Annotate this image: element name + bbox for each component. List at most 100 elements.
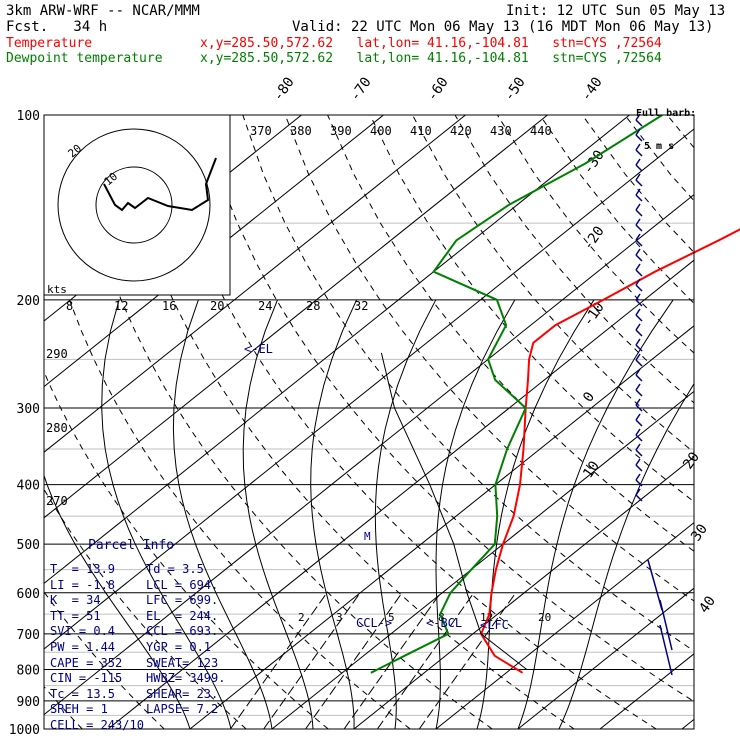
init-time: Init: 12 UTC Sun 05 May 13 <box>506 3 726 19</box>
wind-barb-shaft <box>635 419 643 427</box>
parcel-info-row: T = 13.9 Td = 3.5 <box>50 562 240 576</box>
wind-barb-shaft <box>635 389 643 397</box>
theta-label-410: 410 <box>410 124 432 138</box>
dry-adiabat <box>157 115 657 729</box>
wind-barb-shaft <box>635 329 643 337</box>
speed-scale-label-24: 24 <box>258 299 272 313</box>
wind-barb-shaft <box>635 449 643 457</box>
speed-scale-label-12: 12 <box>114 299 128 313</box>
dry-adiabat <box>327 115 694 552</box>
isotherm <box>44 115 466 453</box>
theta-label-390: 390 <box>330 124 352 138</box>
parcel-info-title: Parcel Info <box>88 538 175 553</box>
wind-barb-flag <box>635 338 641 346</box>
theta-label-430: 430 <box>490 124 512 138</box>
wind-barb-shaft <box>635 479 643 487</box>
wind-barb-flag <box>635 488 641 496</box>
wind-barb-shaft <box>635 254 643 262</box>
theta-left-label-270: 270 <box>46 494 68 508</box>
parcel-info-right: LCL = 694. <box>146 577 219 592</box>
ccl-label: CCL-> <box>356 616 392 630</box>
pressure-label-800: 800 <box>17 663 40 678</box>
wind-barb-shaft <box>635 314 643 322</box>
wind-barb-shaft <box>635 359 643 367</box>
isotherm-label-10: 10 <box>580 458 603 481</box>
parcel-info-row: CAPE = 352 SWEAT= 123 <box>50 656 240 670</box>
theta-left-label-290: 290 <box>46 347 68 361</box>
wind-barb-flag <box>635 398 641 406</box>
wind-barb-shaft <box>635 194 643 202</box>
wind-barb-flag <box>635 323 641 331</box>
pressure-label-500: 500 <box>17 538 40 553</box>
valid-time: Valid: 22 UTC Mon 06 May 13 (16 MDT Mon … <box>292 19 714 35</box>
dewpoint-legend: Dewpoint temperature <box>6 51 163 66</box>
dry-adiabat <box>199 115 694 703</box>
mixing-ratio-label-2: 2 <box>298 611 305 624</box>
parcel-info-left: SVI = 0.4 <box>50 624 116 639</box>
parcel-info-row: SREH = 1 LAPSE= 7.2 <box>50 702 240 716</box>
wind-barb-shaft <box>635 269 643 277</box>
parcel-info-left: PW = 1.44 <box>50 640 116 654</box>
parcel-info-left: K = 34 <box>50 593 101 608</box>
wind-barb-flag <box>635 443 641 451</box>
temperature-legend: Temperature <box>6 36 93 51</box>
wind-barb-flag <box>635 233 641 241</box>
parcel-info-left: Tc = 13.5 <box>50 686 116 701</box>
wind-barb-shaft <box>635 404 643 412</box>
wind-barb-flag <box>635 383 641 391</box>
isotherm <box>44 193 694 716</box>
isotherm <box>107 259 694 729</box>
isotherm-label-20: 20 <box>680 449 703 472</box>
parcel-info-right: YGP = 0.1 <box>146 640 212 654</box>
parcel-info-right: SWEAT= 123 <box>146 655 219 670</box>
isotherm-label-40: 40 <box>696 593 719 616</box>
isotherm <box>353 456 694 729</box>
wind-barb-flag <box>635 128 641 136</box>
wind-barb-flag <box>635 428 641 436</box>
wind-barb-flag <box>635 308 641 316</box>
theta-label-380: 380 <box>290 124 312 138</box>
speed-scale-label-8: 8 <box>66 299 73 313</box>
dry-adiabat <box>44 591 165 729</box>
moist-adiabat <box>172 299 273 729</box>
theta-label-440: 440 <box>530 124 552 138</box>
wind-barb-flag <box>635 353 641 361</box>
theta-label-420: 420 <box>450 124 472 138</box>
dry-adiabat <box>581 115 694 254</box>
wind-barb-shaft <box>635 284 643 292</box>
dewpoint-location: x,y=285.50,572.62 lat,lon= 41.16,-104.81… <box>200 51 662 66</box>
moist-adiabat <box>44 473 191 729</box>
wind-barb-shaft <box>635 179 643 187</box>
moist-adiabat <box>101 299 232 729</box>
wind-barb-flag <box>635 143 641 151</box>
parcel-info-box: Parcel Info T = 13.9 Td = 3.5 LI = -1.8 LCL… <box>44 538 240 732</box>
lcl-label: <-BCL <box>426 616 462 630</box>
wind-barb-flag <box>635 293 641 301</box>
wind-barb-shaft <box>635 344 643 352</box>
model-title: 3km ARW-WRF -- NCAR/MMM <box>6 3 200 19</box>
barb-legend: Full barb: 5 m s <box>636 86 696 163</box>
hodograph: 10 20 kts <box>43 114 231 296</box>
moist-adiabat <box>242 299 314 729</box>
parcel-info-right: CCL = 693. <box>146 624 219 639</box>
isotherm <box>44 115 630 585</box>
parcel-info-row: PW = 1.44 YGP = 0.1 <box>50 640 240 654</box>
parcel-info-right: HWBZ= 3499. <box>146 671 226 686</box>
barb-legend-line1: Full barb: <box>636 108 697 119</box>
speed-scale-label-16: 16 <box>162 299 176 313</box>
parcel-info-row: LI = -1.8 LCL = 694. <box>50 578 240 592</box>
pressure-label-700: 700 <box>17 628 40 643</box>
dry-adiabat <box>624 115 694 202</box>
wind-barb-shaft <box>635 239 643 247</box>
wind-barb-flag <box>635 263 641 271</box>
pressure-label-400: 400 <box>17 479 40 494</box>
isotherm-label--50: -50 <box>501 74 529 104</box>
parcel-info-right: LFC = 699. <box>146 593 219 608</box>
wind-barb-shaft <box>635 464 643 472</box>
dry-adiabat <box>412 115 694 454</box>
parcel-info-left: CIN = -115 <box>50 671 123 686</box>
wind-barb-flag <box>635 158 641 166</box>
wind-barb-flag <box>635 203 641 211</box>
parcel-info-row: TT = 51 EL = 244. <box>50 609 240 623</box>
